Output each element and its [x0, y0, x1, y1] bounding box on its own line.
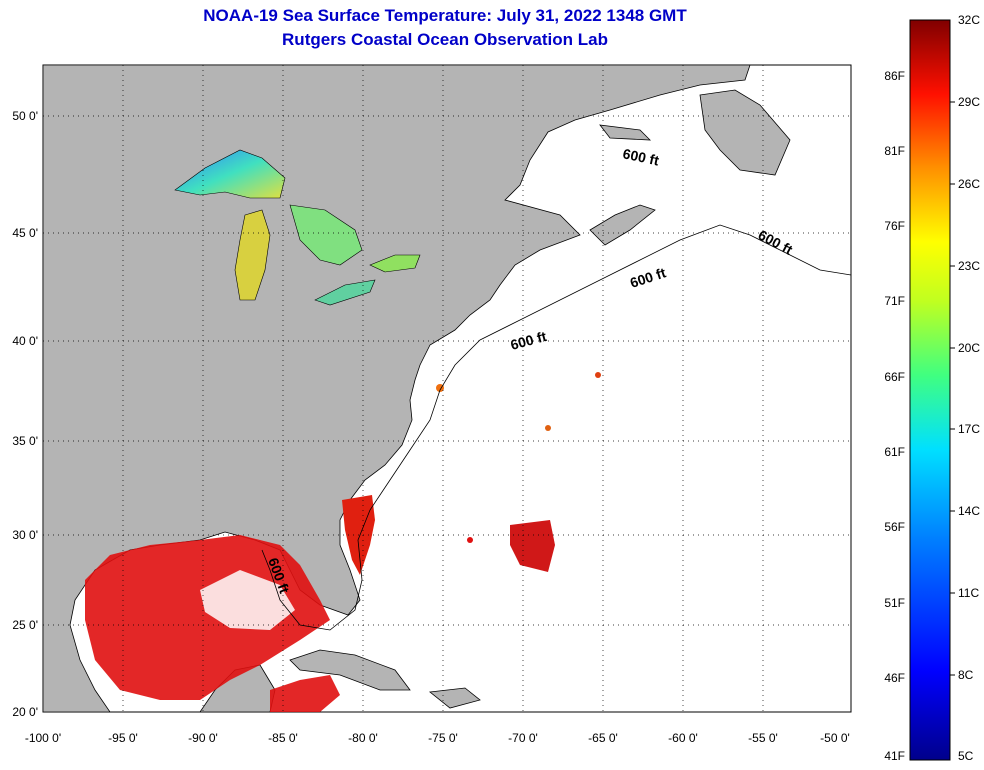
lake-superior — [174, 149, 286, 199]
colorbar-fahrenheit-label: 61F — [884, 445, 905, 459]
temperature-colorbar: 32C 29C 26C 23C 20C 17C 14C 11C 8C 5C 86… — [884, 13, 980, 763]
land-hispaniola — [428, 687, 481, 709]
colorbar-fahrenheit-label: 66F — [884, 370, 905, 384]
land-newfoundland — [699, 89, 791, 176]
colorbar-celsius-label: 23C — [958, 259, 980, 273]
colorbar-celsius-label: 5C — [958, 749, 974, 763]
colorbar-fahrenheit-label: 46F — [884, 671, 905, 685]
colorbar-gradient — [909, 19, 951, 761]
lat-tick-label: 35 0' — [12, 434, 38, 448]
lon-tick-label: -75 0' — [428, 731, 458, 745]
colorbar-fahrenheit-label: 71F — [884, 294, 905, 308]
land-cuba — [289, 649, 411, 691]
colorbar-celsius-label: 17C — [958, 422, 980, 436]
land-anticosti — [599, 124, 652, 141]
colorbar-celsius-label: 26C — [958, 177, 980, 191]
lon-tick-label: -100 0' — [25, 731, 61, 745]
lon-tick-label: -50 0' — [820, 731, 850, 745]
lake-michigan — [234, 209, 271, 301]
colorbar-fahrenheit-label: 51F — [884, 596, 905, 610]
isobath-label: 600 ft — [621, 145, 660, 168]
lat-tick-label: 50 0' — [12, 109, 38, 123]
lat-tick-label: 20 0' — [12, 705, 38, 719]
map-subtitle: Rutgers Coastal Ocean Observation Lab — [282, 30, 608, 49]
lake-ontario — [369, 254, 421, 273]
lon-tick-label: -65 0' — [588, 731, 618, 745]
lat-tick-label: 40 0' — [12, 334, 38, 348]
lon-tick-label: -95 0' — [108, 731, 138, 745]
colorbar-fahrenheit-label: 76F — [884, 219, 905, 233]
colorbar-fahrenheit-label: 41F — [884, 749, 905, 763]
colorbar-celsius-label: 29C — [958, 95, 980, 109]
lon-tick-label: -80 0' — [348, 731, 378, 745]
sst-caribbean — [270, 675, 340, 712]
sst-gulf-of-mexico — [85, 535, 330, 700]
colorbar-fahrenheit-label: 56F — [884, 520, 905, 534]
lon-tick-label: -90 0' — [188, 731, 218, 745]
lon-tick-label: -70 0' — [508, 731, 538, 745]
lat-tick-label: 25 0' — [12, 618, 38, 632]
colorbar-fahrenheit-label: 86F — [884, 69, 905, 83]
land-nova-scotia — [589, 204, 656, 246]
lon-tick-label: -85 0' — [268, 731, 298, 745]
lon-axis: -100 0' -95 0' -90 0' -85 0' -80 0' -75 … — [25, 731, 850, 745]
lat-axis: 50 0' 45 0' 40 0' 35 0' 30 0' 25 0' 20 0… — [12, 109, 38, 719]
colorbar-celsius-label: 14C — [958, 504, 980, 518]
colorbar-celsius-label: 32C — [958, 13, 980, 27]
sst-gulf-cool-patch — [200, 570, 295, 630]
map-title: NOAA-19 Sea Surface Temperature: July 31… — [203, 6, 687, 25]
colorbar-celsius-label: 20C — [958, 341, 980, 355]
lake-huron — [289, 204, 363, 266]
lon-tick-label: -60 0' — [668, 731, 698, 745]
sst-offshore-patch — [510, 520, 555, 572]
colorbar-fahrenheit-label: 81F — [884, 144, 905, 158]
isobath-600ft — [261, 224, 851, 631]
lon-tick-label: -55 0' — [748, 731, 778, 745]
lat-tick-label: 45 0' — [12, 226, 38, 240]
sst-spot — [595, 372, 601, 378]
lat-tick-label: 30 0' — [12, 528, 38, 542]
colorbar-celsius-label: 11C — [958, 586, 979, 600]
colorbar-celsius-label: 8C — [958, 668, 974, 682]
sst-spot — [545, 425, 551, 431]
sst-spot — [467, 537, 473, 543]
lake-erie — [314, 279, 376, 306]
